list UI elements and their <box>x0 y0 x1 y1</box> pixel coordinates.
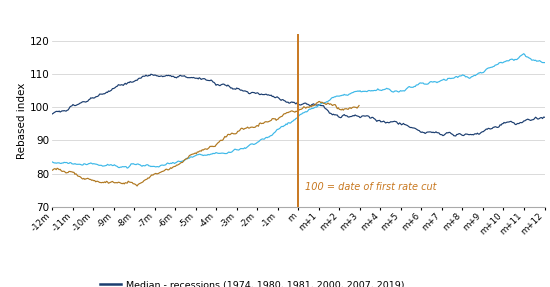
Y-axis label: Rebased index: Rebased index <box>17 82 27 159</box>
Text: S&P 500 before and after first rate cut: S&P 500 before and after first rate cut <box>8 9 287 22</box>
Legend: Median - recessions (1974, 1980, 1981, 2000, 2007, 2019), Median - no recessions: Median - recessions (1974, 1980, 1981, 2… <box>96 277 408 287</box>
Text: 100 = date of first rate cut: 100 = date of first rate cut <box>305 182 436 192</box>
